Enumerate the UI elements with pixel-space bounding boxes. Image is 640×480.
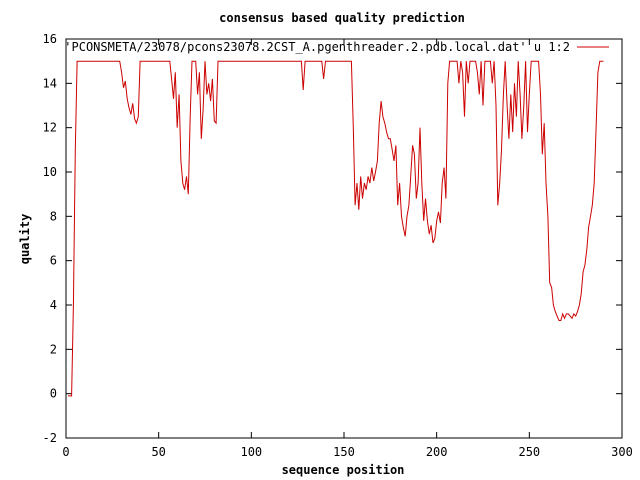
y-tick-label: 8 (50, 209, 57, 223)
y-tick-label: 6 (50, 254, 57, 268)
series-group (67, 60, 604, 397)
x-tick-label: 200 (426, 445, 448, 459)
x-ticks: 0 50 100 150 200 250 300 (62, 39, 633, 459)
legend: 'PCONSMETA/23078/pcons23078.2CST_A.pgent… (64, 40, 609, 54)
y-tick-label: 4 (50, 298, 57, 312)
x-axis-label: sequence position (282, 463, 405, 477)
y-tick-label: 14 (43, 76, 57, 90)
y-tick-label: 10 (43, 165, 57, 179)
y-tick-label: 0 (50, 387, 57, 401)
legend-label: 'PCONSMETA/23078/pcons23078.2CST_A.pgent… (64, 40, 570, 54)
series-line (67, 60, 604, 397)
y-tick-label: 16 (43, 32, 57, 46)
x-tick-label: 0 (62, 445, 69, 459)
x-tick-label: 50 (151, 445, 165, 459)
chart-title: consensus based quality prediction (219, 11, 465, 25)
y-tick-label: 2 (50, 342, 57, 356)
y-tick-label: -2 (43, 431, 57, 445)
y-tick-label: 12 (43, 121, 57, 135)
y-ticks: -2 0 2 4 6 8 10 12 14 16 (43, 32, 622, 445)
x-tick-label: 250 (518, 445, 540, 459)
y-axis-label: quality (18, 214, 32, 265)
x-tick-label: 150 (333, 445, 355, 459)
x-tick-label: 100 (240, 445, 262, 459)
x-tick-label: 300 (611, 445, 633, 459)
